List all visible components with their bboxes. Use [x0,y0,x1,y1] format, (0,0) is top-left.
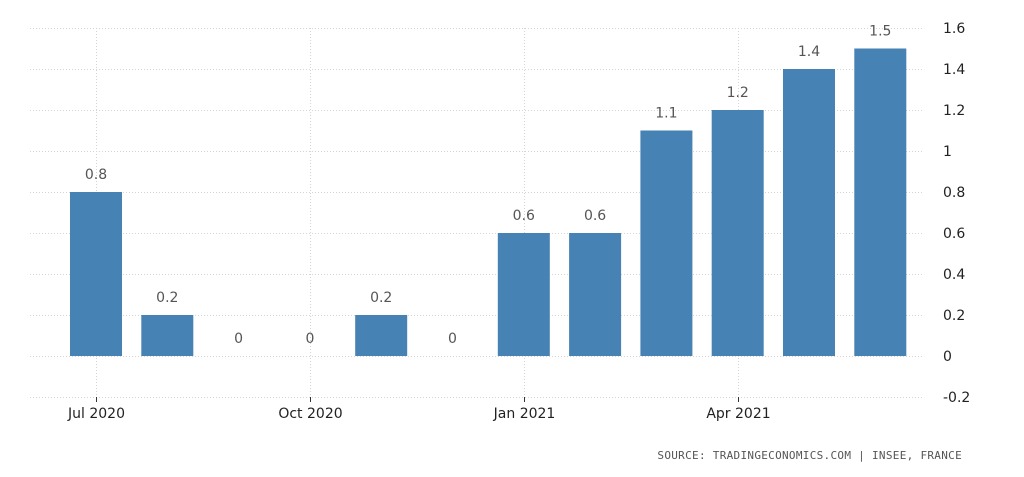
x-tick-label: Apr 2021 [706,406,770,422]
bar [783,69,835,356]
bar [141,315,194,356]
data-label: 0.8 [85,167,107,183]
y-tick-label: 1 [943,144,952,160]
source-note: SOURCE: TRADINGECONOMICS.COM | INSEE, FR… [657,449,962,462]
x-tick-label: Jan 2021 [493,406,556,422]
y-tick-label: 1.4 [943,62,965,78]
bar [854,48,907,356]
data-label: 0 [234,331,243,347]
data-label: 0 [448,331,457,347]
bar [355,315,408,356]
y-tick-label: 0.2 [943,308,965,324]
data-label: 0.2 [156,290,178,306]
bar [497,233,550,356]
y-tick-label: 1.6 [943,21,965,37]
bar [640,130,693,356]
bar [711,110,764,356]
x-tick-label: Oct 2020 [278,406,342,422]
y-tick-label: 1.2 [943,103,965,119]
data-label: 0.2 [370,290,392,306]
data-label: 0.6 [584,208,606,224]
data-labels: 0.8 0.2 0 0 0.2 0 0.6 0.6 1.1 1.2 1.4 1.5 [85,24,892,348]
bars [70,48,907,356]
data-label: 1.4 [798,44,820,60]
y-axis: -0.2 0 0.2 0.4 0.6 0.8 1 1.2 1.4 1.6 [943,21,970,406]
data-label: 0 [305,331,314,347]
bar [70,192,122,356]
data-label: 1.2 [727,85,749,101]
y-tick-label: 0.8 [943,185,965,201]
y-tick-label: 0 [943,349,952,365]
y-tick-label: 0.4 [943,267,965,283]
y-tick-label: -0.2 [943,390,970,406]
x-axis: Jul 2020 Oct 2020 Jan 2021 Apr 2021 [67,397,771,422]
x-tick-label: Jul 2020 [67,406,125,422]
bar [569,233,622,356]
data-label: 1.1 [655,106,677,122]
data-label: 0.6 [513,208,535,224]
y-tick-label: 0.6 [943,226,965,242]
data-label: 1.5 [869,24,891,40]
